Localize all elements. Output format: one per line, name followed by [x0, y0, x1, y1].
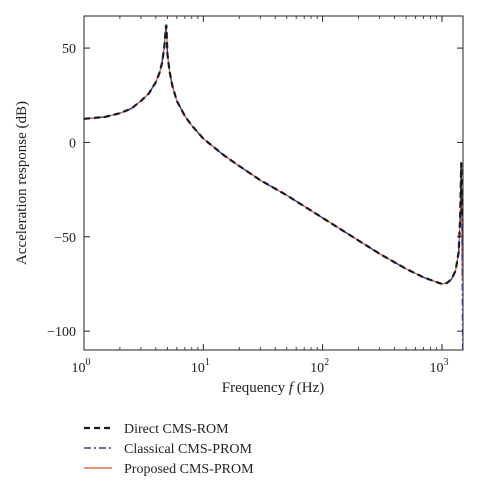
series-line-0	[83, 24, 464, 286]
x-axis-ticks: 100 101 102 103	[72, 16, 448, 376]
x-tick-label-2: 102	[310, 357, 329, 376]
x-tick-base-1: 10	[191, 361, 205, 376]
x-tick-base-2: 10	[310, 361, 324, 376]
x-tick-base-0: 10	[72, 361, 86, 376]
legend-label-2: Proposed CMS-PROM	[124, 462, 254, 477]
series-line-2	[83, 24, 463, 285]
legend: Direct CMS-ROM Classical CMS-PROM Proposed…	[84, 422, 254, 477]
x-tick-label-3: 103	[429, 357, 448, 376]
y-axis-ticks: 50 0 −50 −100	[47, 42, 463, 340]
x-axis-unit: (Hz)	[297, 380, 324, 396]
x-axis-title: Frequency f (Hz)	[222, 380, 324, 396]
y-tick-label-0: 50	[62, 42, 76, 57]
y-tick-label-3: −100	[47, 325, 76, 340]
y-tick-label-2: −50	[54, 231, 76, 246]
x-tick-label-1: 101	[191, 357, 210, 376]
series-layer	[83, 24, 464, 351]
x-tick-exp-1: 1	[205, 357, 210, 368]
x-tick-exp-0: 0	[86, 357, 91, 368]
legend-label-0: Direct CMS-ROM	[124, 422, 229, 437]
x-tick-label-0: 100	[72, 357, 91, 376]
y-axis-title: Acceleration response (dB)	[14, 101, 30, 265]
x-tick-base-3: 10	[429, 361, 443, 376]
plot-area-frame	[83, 15, 464, 351]
legend-label-1: Classical CMS-PROM	[124, 442, 253, 457]
x-tick-exp-2: 2	[324, 357, 329, 368]
x-tick-exp-3: 3	[443, 357, 448, 368]
x-axis-title-text: Frequency	[222, 380, 286, 396]
y-tick-label-1: 0	[69, 136, 76, 151]
x-axis-variable: f	[289, 380, 295, 396]
